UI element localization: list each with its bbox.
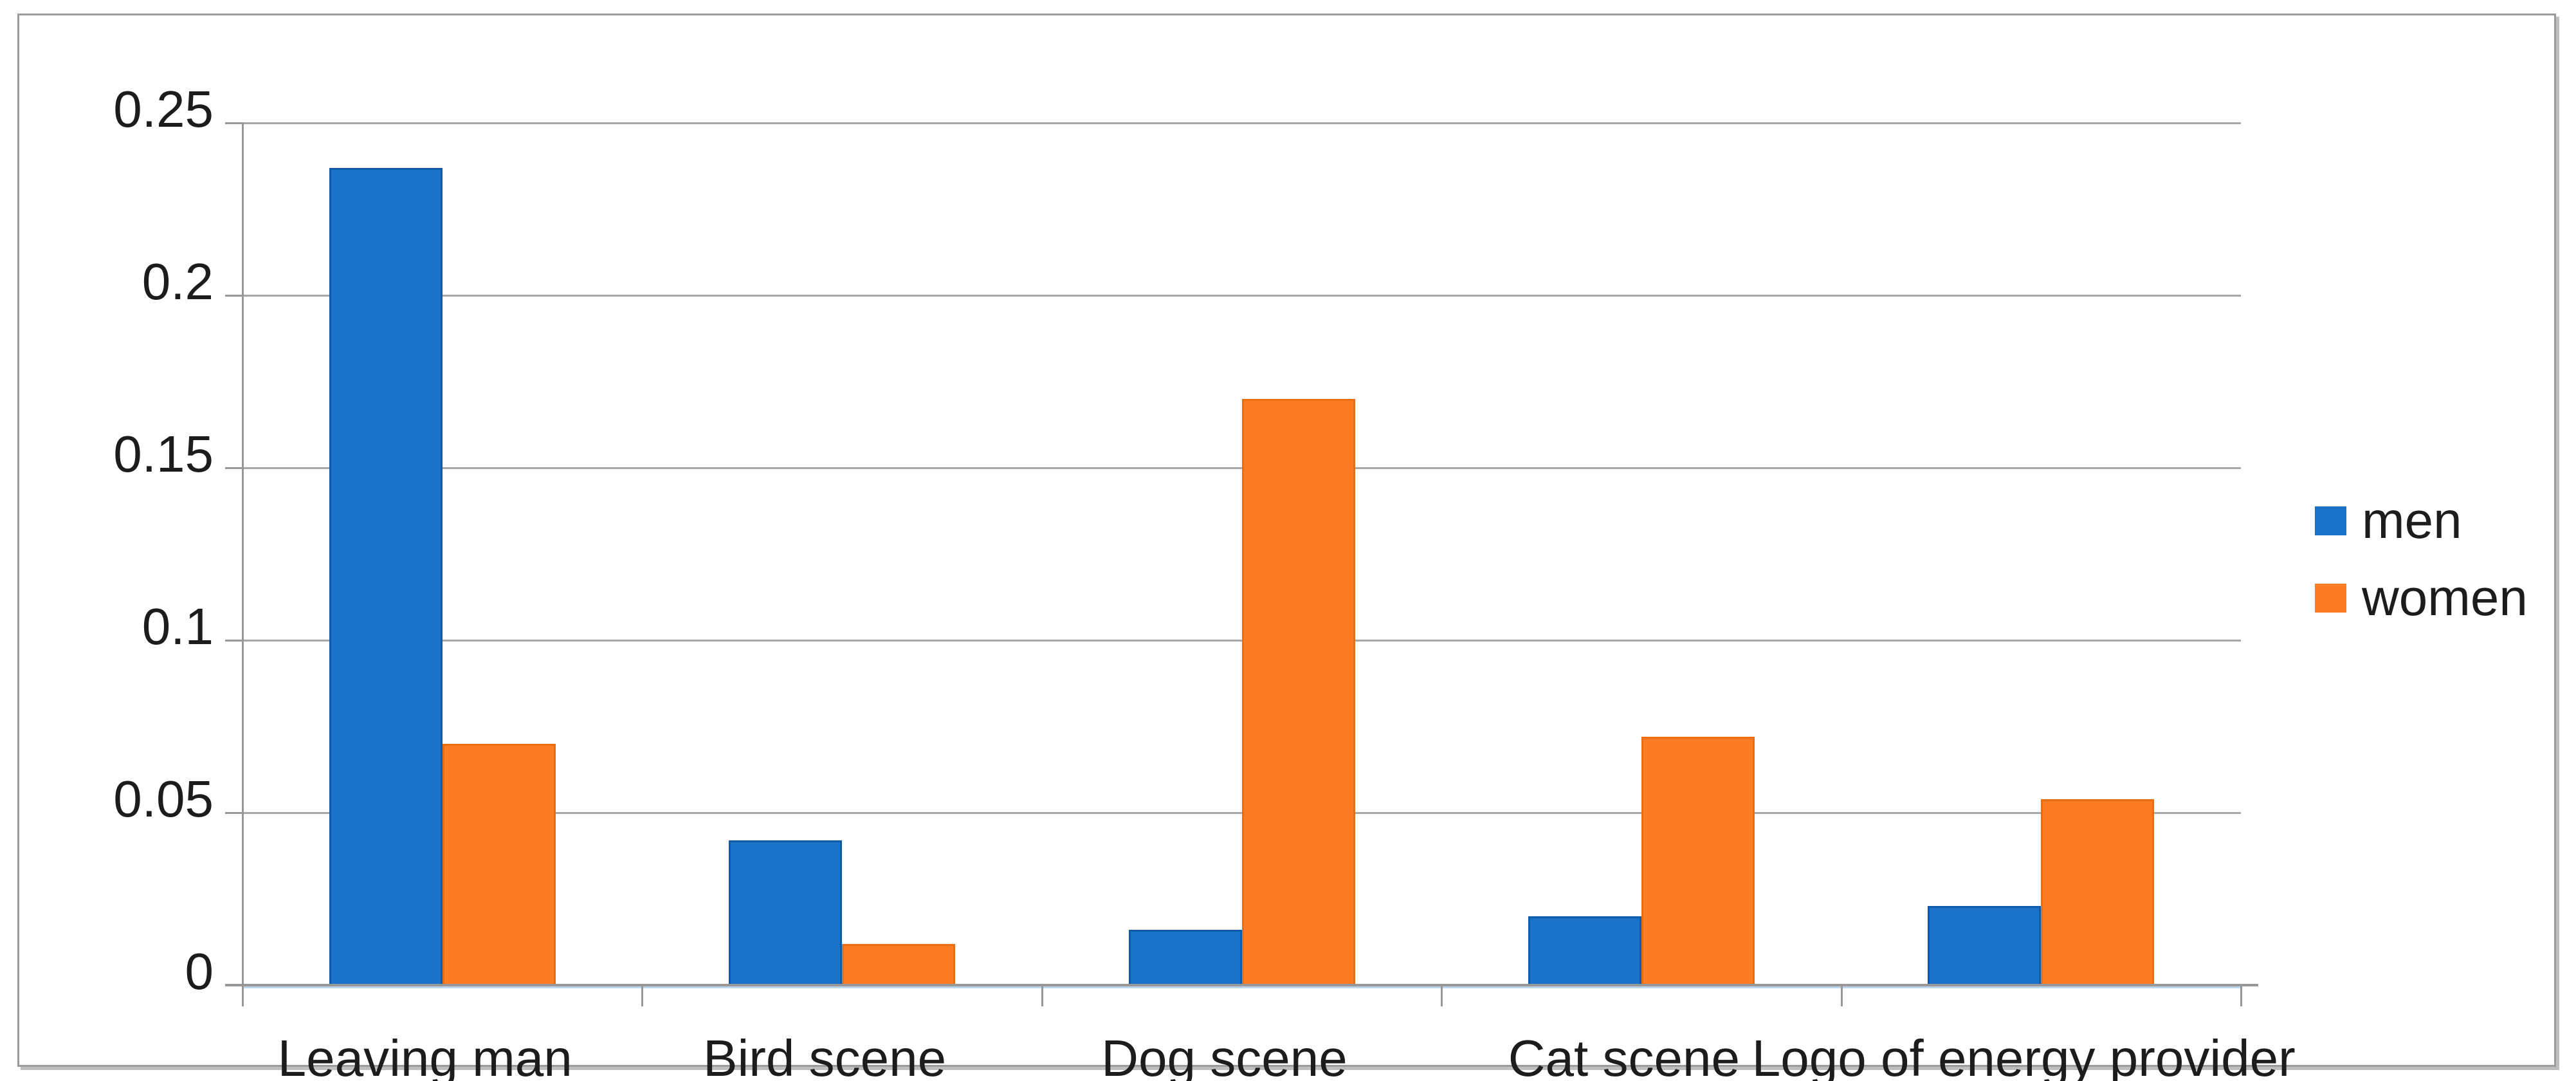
legend-label-men: men — [2362, 492, 2462, 549]
bar-men-bird-scene — [729, 840, 843, 985]
plot-area — [225, 122, 2258, 1006]
bar-women-bird-scene — [842, 943, 956, 985]
gridline-0.25 — [242, 122, 2241, 124]
y-tick-label-0.25: 0.25 — [113, 80, 214, 138]
y-tick-0.2 — [225, 295, 242, 297]
y-tick-label-0.1: 0.1 — [142, 598, 214, 655]
bar-women-cat-scene — [1641, 737, 1755, 985]
x-category-label-bird-scene: Bird scene — [703, 1030, 947, 1081]
legend-label-women: women — [2362, 569, 2528, 626]
x-axis-line — [225, 984, 2258, 986]
y-axis-line — [242, 123, 244, 1006]
legend-swatch-women — [2315, 583, 2346, 613]
x-category-label-logo-of-energy-provider: Logo of energy provider — [1751, 1030, 2296, 1081]
gridline-0.2 — [242, 295, 2241, 297]
x-tick-boundary-3 — [1441, 985, 1443, 1006]
bar-men-logo-of-energy-provider — [1928, 905, 2042, 985]
plot-bottom-accent-line — [242, 986, 2241, 988]
y-tick-label-0.2: 0.2 — [142, 253, 214, 310]
bar-women-dog-scene — [1241, 398, 1355, 985]
x-tick-boundary-5 — [2240, 985, 2242, 1006]
legend-item-women: women — [2315, 568, 2528, 627]
x-tick-boundary-2 — [1041, 985, 1043, 1006]
y-tick-0.05 — [225, 812, 242, 814]
x-category-label-dog-scene: Dog scene — [1101, 1030, 1347, 1081]
bar-women-leaving-man — [442, 743, 556, 985]
x-tick-boundary-1 — [641, 985, 644, 1006]
x-category-label-cat-scene: Cat scene — [1508, 1030, 1740, 1081]
y-tick-0.1 — [225, 640, 242, 642]
bar-men-leaving-man — [329, 167, 443, 985]
y-tick-label-0: 0 — [185, 943, 214, 1000]
x-category-label-leaving-man: Leaving man — [277, 1030, 572, 1081]
bar-men-dog-scene — [1128, 930, 1242, 985]
y-tick-0.15 — [225, 467, 242, 469]
legend-swatch-men — [2315, 506, 2346, 535]
chart-frame: 0.25 0.2 0.15 0.1 0.05 0 Leaving man Bird scen… — [17, 14, 2556, 1081]
bar-women-logo-of-energy-provider — [2041, 799, 2155, 985]
legend-item-men: men — [2315, 491, 2462, 550]
bar-men-cat-scene — [1528, 916, 1641, 985]
x-tick-boundary-4 — [1840, 985, 1843, 1006]
y-tick-0.25 — [225, 122, 242, 124]
y-tick-label-0.05: 0.05 — [113, 770, 214, 827]
y-tick-label-0.15: 0.15 — [113, 425, 214, 483]
